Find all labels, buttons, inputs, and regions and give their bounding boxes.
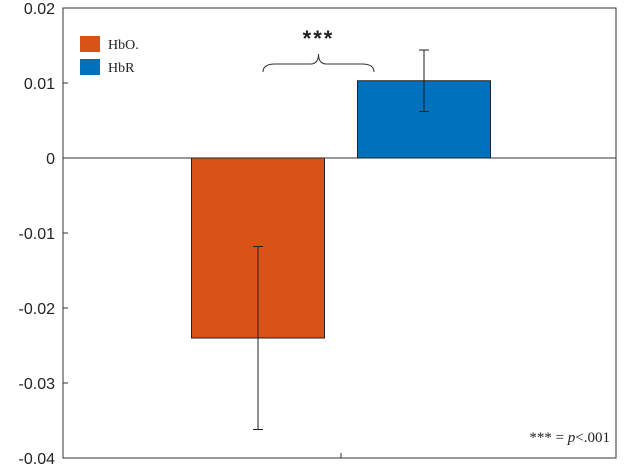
error-bar-hbo bbox=[253, 246, 263, 430]
legend-swatch-hbo bbox=[80, 36, 100, 52]
legend: HbO. HbR bbox=[80, 36, 139, 76]
legend-label-hbr: HbR bbox=[108, 61, 135, 76]
y-tick-label: 0.01 bbox=[24, 76, 55, 93]
y-axis: 0.02 0.01 0 -0.01 -0.02 -0.03 -0.04 bbox=[19, 1, 68, 468]
p-note-prefix: *** = bbox=[529, 430, 567, 446]
significance-marker: *** bbox=[303, 26, 335, 51]
legend-swatch-hbr bbox=[80, 59, 100, 75]
error-bar-hbr bbox=[419, 49, 429, 112]
significance-bracket bbox=[262, 53, 375, 73]
y-tick-label: -0.03 bbox=[19, 376, 56, 393]
y-tick-label: -0.04 bbox=[19, 451, 56, 468]
error-bars-group bbox=[253, 49, 429, 430]
legend-label-hbo: HbO. bbox=[108, 38, 139, 53]
p-note-suffix: <.001 bbox=[575, 430, 610, 446]
y-tick-label: -0.01 bbox=[19, 226, 56, 243]
p-value-note: *** = p<.001 bbox=[529, 430, 610, 446]
y-tick-label: 0.02 bbox=[24, 1, 55, 18]
y-tick-label: 0 bbox=[46, 151, 55, 168]
y-tick-label: -0.02 bbox=[19, 301, 56, 318]
p-note-p: p bbox=[567, 430, 576, 446]
plot-frame bbox=[62, 7, 617, 459]
